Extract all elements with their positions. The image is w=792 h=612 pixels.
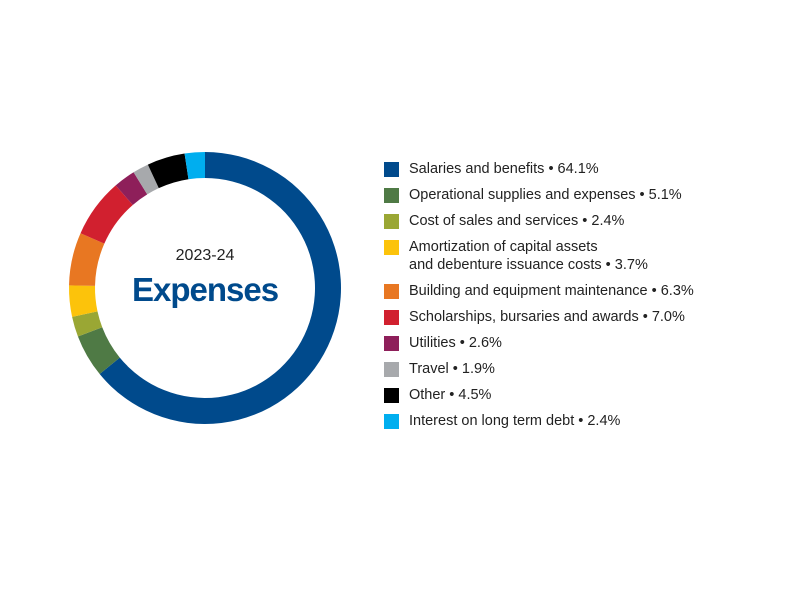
donut-slice-9 — [147, 153, 189, 189]
legend-label: Interest on long term debt • 2.4% — [409, 412, 620, 430]
legend-item: Operational supplies and expenses • 5.1% — [384, 186, 784, 204]
legend-label-line: Cost of sales and services • 2.4% — [409, 213, 625, 229]
legend-swatch — [384, 162, 399, 177]
donut-slice-3 — [72, 311, 103, 337]
legend-label-line: Salaries and benefits • 64.1% — [409, 161, 599, 177]
legend-label-line: Travel • 1.9% — [409, 361, 495, 377]
legend-item: Cost of sales and services • 2.4% — [384, 212, 784, 230]
chart-legend: Salaries and benefits • 64.1% Operational… — [384, 160, 784, 438]
legend-item: Other • 4.5% — [384, 386, 784, 404]
legend-swatch — [384, 336, 399, 351]
center-year-label: 2023-24 — [176, 247, 235, 264]
legend-swatch — [384, 310, 399, 325]
legend-swatch — [384, 284, 399, 299]
legend-item: Interest on long term debt • 2.4% — [384, 412, 784, 430]
legend-swatch — [384, 362, 399, 377]
legend-label: Utilities • 2.6% — [409, 334, 502, 352]
legend-item: Scholarships, bursaries and awards • 7.0… — [384, 308, 784, 326]
legend-label: Operational supplies and expenses • 5.1% — [409, 186, 682, 204]
legend-label-line: Building and equipment maintenance • 6.3… — [409, 283, 694, 299]
donut-slice-5 — [69, 233, 105, 286]
legend-item: Utilities • 2.6% — [384, 334, 784, 352]
donut-slice-1 — [99, 152, 342, 424]
legend-swatch — [384, 240, 399, 255]
donut-slice-2 — [77, 327, 120, 375]
donut-slice-8 — [133, 164, 159, 195]
legend-label: Salaries and benefits • 64.1% — [409, 160, 599, 178]
legend-label-line: Interest on long term debt • 2.4% — [409, 413, 621, 429]
legend-item: Travel • 1.9% — [384, 360, 784, 378]
donut-slice-10 — [184, 152, 205, 180]
donut-slice-4 — [69, 285, 98, 317]
legend-item: Building and equipment maintenance • 6.3… — [384, 282, 784, 300]
legend-label-line: and debenture issuance costs • 3.7% — [409, 257, 648, 273]
legend-swatch — [384, 388, 399, 403]
legend-label: Scholarships, bursaries and awards • 7.0… — [409, 308, 685, 326]
legend-label-line: Utilities • 2.6% — [409, 335, 502, 351]
legend-label-line: Operational supplies and expenses • 5.1% — [409, 187, 682, 203]
legend-item: Salaries and benefits • 64.1% — [384, 160, 784, 178]
legend-label-line: Amortization of capital assets — [409, 239, 598, 255]
legend-swatch — [384, 214, 399, 229]
legend-swatch — [384, 188, 399, 203]
donut-slice-6 — [80, 185, 133, 244]
legend-label-line: Scholarships, bursaries and awards • 7.0… — [409, 309, 685, 325]
legend-label: Building and equipment maintenance • 6.3… — [409, 282, 694, 300]
legend-label: Other • 4.5% — [409, 386, 491, 404]
legend-item: Amortization of capital assets and debent… — [384, 238, 784, 274]
legend-label: Amortization of capital assets and debent… — [409, 238, 648, 274]
chart-title: Expenses — [132, 271, 278, 308]
donut-slice-7 — [115, 172, 148, 206]
legend-label: Cost of sales and services • 2.4% — [409, 212, 624, 230]
legend-swatch — [384, 414, 399, 429]
legend-label-line: Other • 4.5% — [409, 387, 492, 403]
legend-label: Travel • 1.9% — [409, 360, 495, 378]
